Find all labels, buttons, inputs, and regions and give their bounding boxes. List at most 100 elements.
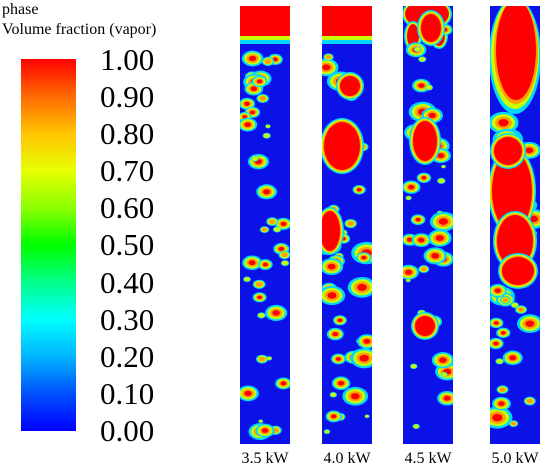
vapor-bubble bbox=[517, 314, 540, 333]
vapor-cluster bbox=[490, 133, 526, 169]
vapor-cluster bbox=[409, 117, 441, 165]
vapor-bubble bbox=[259, 226, 270, 234]
vapor-bubble bbox=[523, 396, 536, 406]
vapor-bubble bbox=[423, 247, 447, 265]
vapor-bubble bbox=[490, 406, 513, 429]
legend-title-volume-fraction: Volume fraction (vapor) bbox=[2, 21, 157, 38]
vapor-bubble bbox=[275, 217, 290, 230]
column-label: 5.0 kW bbox=[491, 450, 539, 467]
vapor-bubble bbox=[344, 218, 357, 229]
vapor-bubble bbox=[240, 117, 258, 132]
vapor-cap bbox=[240, 6, 290, 44]
contour-column-3-5kw bbox=[240, 6, 290, 444]
vapor-bubble bbox=[431, 352, 453, 369]
vapor-bubble bbox=[403, 264, 419, 280]
vapor-cluster bbox=[498, 253, 538, 289]
vapor-bubble bbox=[280, 260, 290, 267]
vapor-bubble bbox=[418, 56, 427, 63]
vapor-bubble bbox=[251, 75, 268, 88]
colorbar-tick-label: 0.40 bbox=[100, 265, 155, 300]
colorbar-tick-label: 0.60 bbox=[100, 190, 155, 225]
vapor-bubble bbox=[429, 211, 453, 232]
vapor-bubble bbox=[495, 358, 504, 365]
vapor-bubble bbox=[243, 276, 251, 283]
vapor-bubble bbox=[492, 396, 511, 411]
vapor-bubble bbox=[240, 97, 256, 110]
vapor-bubble bbox=[364, 414, 370, 419]
vapor-bubble bbox=[500, 296, 511, 304]
vapor-bubble bbox=[441, 164, 446, 169]
colorbar-tick-label: 0.50 bbox=[100, 227, 155, 262]
vapor-bubble bbox=[262, 132, 271, 139]
vapor-bubble bbox=[241, 50, 264, 67]
vapor-bubble bbox=[265, 304, 288, 321]
vapor-bubble bbox=[256, 184, 277, 200]
vapor-bubble bbox=[490, 283, 507, 298]
vapor-bubble bbox=[247, 153, 269, 170]
vapor-bubble bbox=[405, 195, 412, 201]
vapor-bubble bbox=[405, 278, 411, 283]
vapor-bubble bbox=[490, 337, 504, 350]
vapor-bubble bbox=[411, 233, 431, 248]
vapor-bubble bbox=[240, 385, 259, 402]
contour-column-5-0kw bbox=[490, 6, 540, 444]
vapor-bubble bbox=[322, 58, 339, 77]
vapor-bubble bbox=[502, 350, 523, 366]
legend-title-phase: phase bbox=[2, 1, 39, 18]
vapor-bubble bbox=[331, 376, 351, 390]
colorbar-tick-label: 0.80 bbox=[100, 116, 155, 151]
vapor-bubble bbox=[333, 315, 347, 326]
vapor-cluster bbox=[336, 72, 364, 100]
vapor-bubble bbox=[256, 354, 269, 364]
vapor-bubble bbox=[490, 111, 519, 134]
vapor-bubble bbox=[347, 276, 372, 298]
vapor-bubble bbox=[437, 391, 453, 406]
vapor-bubble bbox=[255, 423, 275, 438]
vapor-cluster bbox=[322, 118, 364, 174]
vapor-bubble bbox=[496, 385, 509, 394]
vapor-bubble bbox=[413, 46, 422, 52]
vapor-bubble bbox=[412, 423, 420, 430]
vapor-bubble bbox=[322, 258, 344, 276]
vapor-bubble bbox=[437, 177, 446, 184]
vapor-bubble bbox=[323, 53, 334, 61]
vapor-slug bbox=[490, 6, 540, 114]
vapor-bubble bbox=[275, 377, 290, 390]
contour-column-4-5kw bbox=[403, 6, 453, 444]
vapor-bubble bbox=[410, 214, 426, 226]
vapor-bubble bbox=[424, 84, 434, 91]
vapor-bubble bbox=[441, 371, 448, 377]
column-label: 3.5 kW bbox=[241, 450, 289, 467]
vapor-bubble bbox=[257, 259, 273, 270]
vapor-bubble bbox=[416, 172, 432, 183]
vapor-bubble bbox=[508, 420, 519, 427]
vapor-bubble bbox=[356, 252, 372, 264]
vapor-bubble bbox=[322, 285, 346, 306]
vapor-cluster bbox=[417, 10, 445, 46]
vapor-bubble bbox=[350, 348, 372, 369]
vapor-bubble bbox=[278, 250, 290, 260]
vapor-bubble bbox=[490, 317, 504, 329]
colorbar-tick-label: 0.90 bbox=[100, 79, 155, 114]
vapor-bubble bbox=[329, 392, 337, 398]
vapor-bubble bbox=[256, 93, 269, 103]
vapor-bubble bbox=[244, 106, 261, 118]
vapor-bubble bbox=[242, 255, 263, 270]
column-label: 4.5 kW bbox=[404, 450, 452, 467]
vapor-bubble bbox=[496, 327, 511, 339]
vapor-bubble bbox=[261, 56, 275, 66]
vapor-bubble bbox=[403, 180, 421, 194]
colorbar-tick-label: 0.10 bbox=[100, 376, 155, 411]
colorbar-tick-label: 0.00 bbox=[100, 413, 155, 448]
vapor-cluster bbox=[322, 207, 344, 255]
colorbar-tick-label: 0.20 bbox=[100, 339, 155, 374]
vapor-bubble bbox=[257, 312, 266, 319]
vapor-bubble bbox=[515, 305, 527, 314]
vapor-bubble bbox=[326, 327, 344, 341]
vapor-bubble bbox=[418, 265, 430, 274]
vapor-cluster bbox=[411, 312, 439, 340]
vapor-bubble bbox=[250, 155, 259, 162]
vapor-bubble bbox=[265, 124, 271, 129]
vapor-bubble bbox=[266, 217, 279, 226]
colorbar-tick-label: 1.00 bbox=[100, 42, 155, 77]
